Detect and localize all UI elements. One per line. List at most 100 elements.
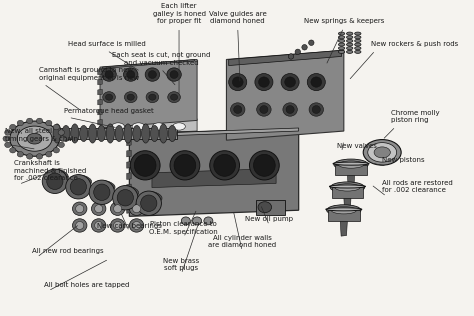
Ellipse shape (46, 152, 52, 157)
Polygon shape (344, 197, 351, 213)
Ellipse shape (159, 124, 167, 143)
Ellipse shape (326, 208, 362, 211)
Ellipse shape (355, 40, 361, 42)
Text: Camshaft is ground to new
original equipment or is new: Camshaft is ground to new original equip… (39, 67, 139, 81)
Ellipse shape (338, 32, 345, 35)
Ellipse shape (355, 36, 361, 39)
Ellipse shape (368, 143, 397, 162)
Ellipse shape (124, 124, 132, 143)
Ellipse shape (114, 222, 122, 229)
Ellipse shape (346, 43, 353, 46)
FancyBboxPatch shape (53, 128, 177, 139)
Ellipse shape (53, 124, 61, 143)
Ellipse shape (228, 74, 247, 91)
Ellipse shape (210, 151, 239, 180)
Ellipse shape (120, 186, 138, 196)
Text: New cam bearings: New cam bearings (97, 222, 162, 228)
Text: New rockers & push rods: New rockers & push rods (371, 41, 458, 47)
Ellipse shape (173, 123, 185, 130)
Ellipse shape (346, 50, 353, 53)
Ellipse shape (334, 159, 368, 170)
Ellipse shape (258, 202, 272, 213)
Ellipse shape (363, 140, 401, 165)
Ellipse shape (170, 151, 200, 180)
Polygon shape (98, 89, 102, 95)
Ellipse shape (115, 125, 123, 142)
Ellipse shape (249, 151, 279, 180)
Ellipse shape (148, 70, 156, 78)
Ellipse shape (346, 36, 353, 39)
Ellipse shape (110, 202, 125, 216)
Ellipse shape (232, 77, 243, 87)
Ellipse shape (113, 185, 138, 210)
Polygon shape (100, 59, 197, 128)
Ellipse shape (338, 47, 345, 50)
Ellipse shape (80, 125, 88, 142)
Ellipse shape (283, 103, 297, 116)
Ellipse shape (62, 125, 70, 142)
Ellipse shape (295, 49, 301, 55)
Ellipse shape (53, 124, 60, 130)
Ellipse shape (97, 180, 115, 191)
Polygon shape (127, 173, 131, 179)
Ellipse shape (338, 43, 345, 46)
Ellipse shape (168, 125, 176, 142)
Ellipse shape (10, 121, 59, 156)
Ellipse shape (171, 94, 178, 100)
Text: All new rod bearings: All new rod bearings (32, 248, 104, 254)
Polygon shape (98, 79, 102, 85)
Ellipse shape (255, 74, 273, 91)
Ellipse shape (181, 217, 191, 225)
Ellipse shape (124, 92, 137, 103)
Ellipse shape (17, 126, 52, 151)
Polygon shape (98, 109, 102, 115)
Ellipse shape (9, 124, 16, 130)
Text: Valve guides are
diamond honed: Valve guides are diamond honed (209, 11, 266, 24)
Ellipse shape (102, 68, 116, 81)
FancyBboxPatch shape (256, 200, 285, 215)
Ellipse shape (112, 123, 124, 130)
Ellipse shape (133, 125, 141, 142)
Ellipse shape (27, 118, 33, 124)
Ellipse shape (76, 222, 84, 229)
Text: All bolt holes are tapped: All bolt holes are tapped (44, 282, 129, 288)
Ellipse shape (5, 142, 11, 148)
Text: New, all steel
timing gears & chain: New, all steel timing gears & chain (5, 128, 78, 142)
Ellipse shape (260, 106, 268, 113)
Ellipse shape (141, 195, 157, 211)
Ellipse shape (71, 124, 79, 143)
FancyBboxPatch shape (332, 187, 363, 198)
Ellipse shape (309, 40, 314, 46)
Ellipse shape (286, 106, 294, 113)
FancyBboxPatch shape (335, 165, 367, 175)
Ellipse shape (129, 202, 144, 216)
Ellipse shape (338, 50, 345, 53)
Ellipse shape (312, 106, 320, 113)
Ellipse shape (234, 106, 242, 113)
Ellipse shape (17, 120, 24, 126)
Ellipse shape (133, 222, 141, 229)
Ellipse shape (95, 222, 103, 229)
Ellipse shape (167, 68, 181, 81)
Polygon shape (102, 59, 195, 69)
Ellipse shape (329, 185, 365, 188)
Text: Head surface is milled: Head surface is milled (68, 41, 146, 47)
Ellipse shape (144, 191, 162, 202)
Ellipse shape (46, 120, 52, 126)
Ellipse shape (17, 152, 24, 157)
Ellipse shape (168, 92, 181, 103)
Polygon shape (98, 119, 102, 125)
Ellipse shape (149, 94, 156, 100)
Polygon shape (127, 184, 131, 191)
Ellipse shape (58, 130, 64, 135)
Polygon shape (127, 139, 131, 146)
Ellipse shape (355, 47, 361, 50)
Ellipse shape (133, 205, 141, 213)
Ellipse shape (105, 70, 113, 78)
Ellipse shape (288, 54, 294, 59)
Ellipse shape (73, 175, 91, 185)
Ellipse shape (76, 205, 84, 213)
Ellipse shape (150, 125, 159, 142)
Ellipse shape (285, 77, 295, 87)
Polygon shape (340, 219, 347, 236)
